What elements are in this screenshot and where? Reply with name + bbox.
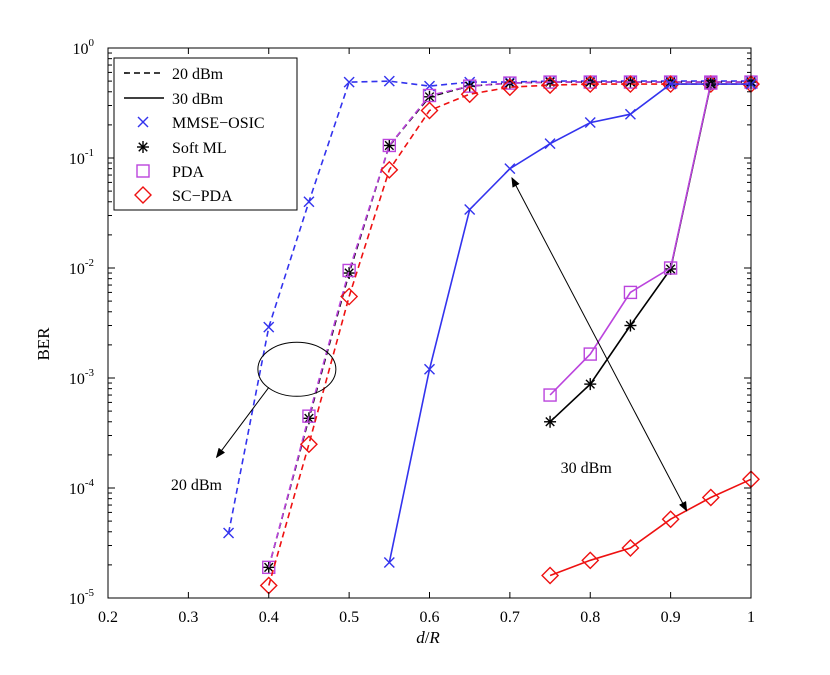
x-axis-label: d/R — [416, 628, 440, 647]
point-sc-pda-20-dbm — [340, 287, 359, 306]
point-soft-ml-20-dbm — [262, 561, 275, 574]
y-tick-label: 10-2 — [69, 257, 94, 278]
legend-marker-mmse-osic — [137, 116, 149, 128]
point-pda-20-dbm — [503, 76, 517, 90]
series-line-pda-30-dbm — [549, 82, 712, 396]
series-sc-pda-30-dbm — [541, 470, 760, 585]
series-line-mmse-osic-30-dbm — [388, 83, 751, 563]
annotation-ellipse — [257, 341, 337, 397]
legend-label-20-dbm: 20 dBm — [172, 66, 224, 83]
y-tick-label: 10-5 — [69, 587, 95, 608]
legend-label-pda: PDA — [172, 164, 204, 181]
point-mmse-osic-20-dbm — [263, 321, 275, 333]
point-sc-pda-20-dbm — [420, 101, 439, 120]
x-axis-label-r: R — [428, 628, 440, 647]
y-axis-label: BER — [34, 327, 53, 361]
point-mmse-osic-30-dbm — [383, 557, 395, 569]
point-sc-pda-30-dbm — [621, 538, 640, 557]
point-sc-pda-20-dbm — [541, 76, 560, 95]
point-pda-20-dbm — [382, 138, 397, 153]
annotation-arrow-30dbm — [511, 176, 688, 512]
point-mmse-osic-20-dbm — [383, 75, 395, 87]
annotation-label-20dbm: 20 dBm — [171, 477, 223, 494]
series-mmse-osic-30-dbm — [383, 78, 757, 569]
point-sc-pda-20-dbm — [581, 75, 600, 94]
series-line-mmse-osic-20-dbm — [227, 80, 751, 534]
point-sc-pda-30-dbm — [541, 566, 560, 585]
series-line-sc-pda-30-dbm — [549, 478, 752, 577]
series-pda-30-dbm — [543, 76, 718, 402]
x-tick-label: 0.6 — [420, 609, 440, 626]
x-tick-label: 0.5 — [339, 609, 359, 626]
point-sc-pda-20-dbm — [500, 78, 519, 97]
x-axis-label-slash: / — [425, 628, 430, 647]
series-line-sc-pda-20-dbm — [268, 83, 751, 586]
point-pda-20-dbm — [262, 560, 276, 575]
legend-label-30-dbm: 30 dBm — [172, 91, 224, 108]
y-tick-label: 10-3 — [69, 367, 95, 388]
annotation-label-30dbm: 30 dBm — [561, 460, 613, 477]
legend-label-sc-pda: SC−PDA — [172, 188, 233, 205]
point-soft-ml-30-dbm — [624, 319, 637, 332]
point-soft-ml-30-dbm — [544, 415, 557, 428]
y-tick-label: 10-1 — [69, 147, 94, 168]
legend-marker-soft-ml — [137, 141, 149, 153]
point-sc-pda-30-dbm — [661, 510, 680, 529]
series-layer — [223, 75, 760, 595]
point-mmse-osic-30-dbm — [665, 78, 677, 90]
point-sc-pda-20-dbm — [299, 435, 318, 454]
point-pda-30-dbm — [704, 76, 718, 90]
legend-label-mmse-osic: MMSE−OSIC — [172, 115, 265, 132]
x-tick-label: 1 — [747, 609, 755, 626]
point-pda-20-dbm — [462, 79, 477, 93]
series-sc-pda-20-dbm — [259, 75, 760, 595]
point-mmse-osic-30-dbm — [584, 117, 596, 129]
y-tick-label: 10-4 — [69, 477, 95, 498]
series-mmse-osic-20-dbm — [223, 75, 757, 539]
y-tick-label: 100 — [73, 37, 95, 58]
point-mmse-osic-20-dbm — [303, 196, 315, 208]
point-mmse-osic-20-dbm — [343, 76, 355, 88]
point-sc-pda-20-dbm — [380, 160, 399, 179]
point-mmse-osic-30-dbm — [624, 108, 636, 120]
annotation-arrow-20dbm — [215, 386, 270, 459]
legend-label-soft-ml: Soft ML — [172, 140, 227, 157]
x-tick-label: 0.9 — [661, 609, 681, 626]
point-mmse-osic-30-dbm — [504, 163, 516, 175]
point-sc-pda-20-dbm — [661, 75, 680, 94]
point-sc-pda-30-dbm — [701, 488, 720, 507]
x-tick-label: 0.4 — [259, 609, 279, 626]
x-tick-label: 0.3 — [178, 609, 198, 626]
point-pda-20-dbm — [302, 409, 316, 423]
point-soft-ml-30-dbm — [584, 378, 597, 391]
x-tick-label: 0.2 — [98, 609, 118, 626]
x-tick-label: 0.7 — [500, 609, 520, 626]
legend-marker-pda — [136, 164, 150, 178]
point-mmse-osic-30-dbm — [544, 138, 556, 150]
tick-layer: 0.2 0.3 0.4 0.5 0.6 0.7 0.8 0.9 1 100 10-1 10-2 10-3… — [69, 37, 755, 626]
point-mmse-osic-30-dbm — [424, 363, 435, 375]
point-mmse-osic-30-dbm — [464, 204, 476, 216]
point-sc-pda-30-dbm — [581, 551, 600, 570]
legend: 20 dBm 30 dBm MMSE−OSIC Soft ML PDA SC−PDA — [113, 57, 298, 211]
legend-box — [113, 57, 298, 211]
point-mmse-osic-20-dbm — [223, 527, 235, 539]
point-soft-ml-20-dbm — [383, 139, 396, 152]
point-sc-pda-20-dbm — [621, 75, 640, 94]
point-sc-pda-20-dbm — [460, 85, 479, 104]
annotation-layer: 20 dBm 30 dBm — [171, 176, 688, 512]
legend-marker-sc-pda — [134, 186, 152, 204]
x-tick-label: 0.8 — [580, 609, 600, 626]
point-pda-20-dbm — [342, 263, 356, 278]
series-soft-ml-20-dbm — [262, 76, 757, 574]
series-line-pda-20-dbm — [268, 81, 751, 568]
series-pda-20-dbm — [262, 75, 758, 575]
x-axis-label-d: d — [416, 628, 425, 647]
point-pda-20-dbm — [543, 75, 557, 89]
point-pda-20-dbm — [422, 88, 437, 103]
